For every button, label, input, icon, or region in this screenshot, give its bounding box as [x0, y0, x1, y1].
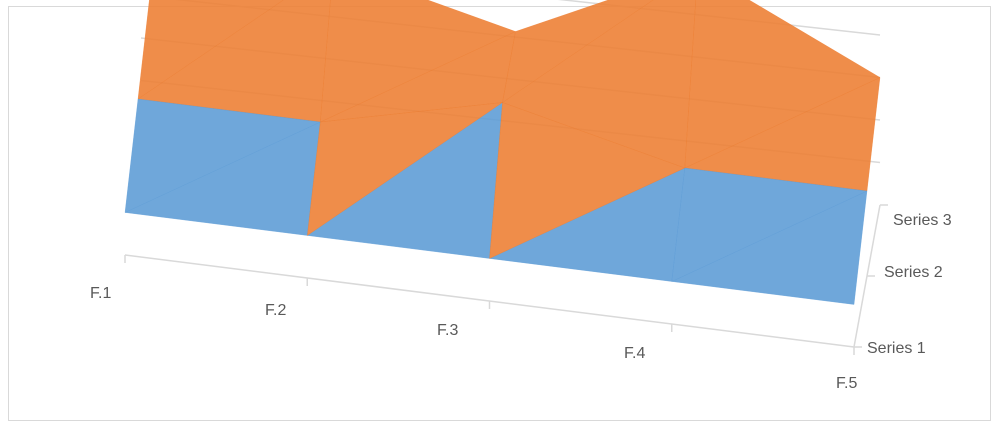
surface-facet: [124, 98, 322, 213]
category-label: F.2: [265, 302, 286, 319]
surface-facet: [320, 0, 517, 123]
axes: [124, 204, 888, 355]
category-label: F.1: [90, 285, 111, 302]
surface-facet: [502, 0, 654, 104]
series-label: Series 2: [884, 264, 943, 281]
category-label: F.4: [624, 345, 645, 362]
surface-facet: [671, 167, 868, 282]
category-label: F.5: [836, 375, 857, 392]
surface-facet: [137, 0, 284, 100]
surface-plot: [124, 0, 881, 305]
surface-facet: [489, 102, 686, 259]
series-label: Series 3: [893, 212, 952, 229]
surface-facet: [684, 0, 881, 169]
category-label: F.3: [437, 322, 458, 339]
surface-facet: [306, 102, 503, 237]
series-label: Series 1: [867, 340, 926, 357]
